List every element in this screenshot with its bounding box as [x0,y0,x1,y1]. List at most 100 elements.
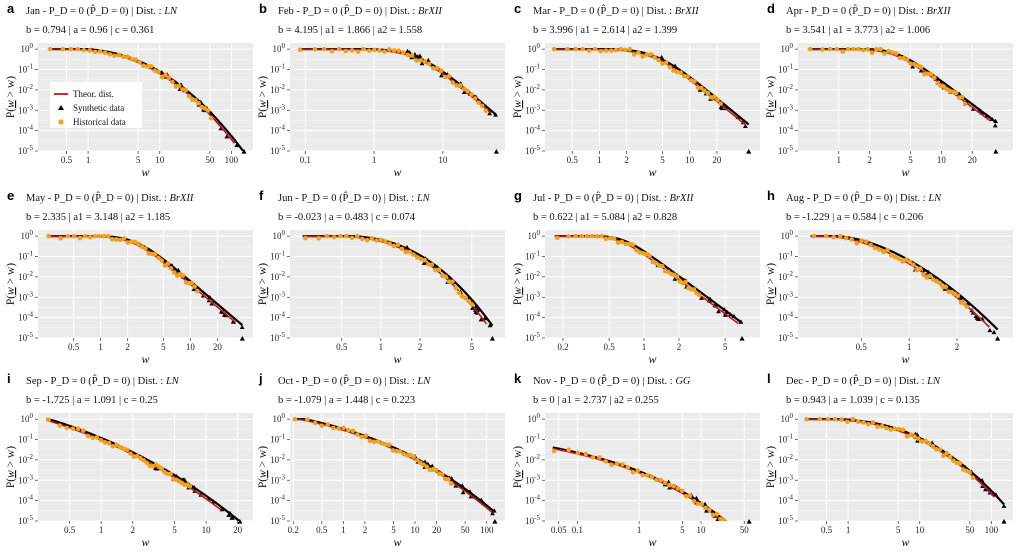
historical-point [479,103,485,109]
y-tick-label: 10-3 [778,103,793,115]
historical-point [303,235,308,241]
historical-point [565,46,570,52]
historical-point [675,486,681,491]
y-tick-base: 10 [528,231,538,241]
historical-point [466,298,471,304]
historical-point [718,516,723,521]
historical-point [408,452,413,458]
historical-point [944,450,950,456]
historical-point [186,93,192,99]
y-tick-label: 10-3 [18,103,33,115]
y-tick-base: 10 [18,496,28,506]
panel-letter: g [514,188,522,203]
historical-point [401,451,406,457]
historical-point [46,417,51,423]
y-axis-label-var: w [765,470,777,478]
synthetic-point [459,483,465,488]
synthetic-point [979,477,985,483]
y-tick-base: 10 [270,475,280,485]
historical-point [433,267,438,273]
synthetic-tail-point [492,519,498,524]
param-text: b = 2.335 | a1 = 3.148 | a2 = 1.185 [26,212,170,223]
historical-point [395,242,401,247]
historical-point [910,262,916,267]
synthetic-point [207,294,213,300]
y-tick-exp: -3 [787,473,793,481]
y-tick-base: 10 [273,414,283,424]
historical-point [584,233,590,239]
historical-point [47,46,53,52]
historical-point [68,46,74,52]
x-tick-label: 100 [225,155,239,165]
historical-point [124,447,130,453]
historical-point [927,273,933,279]
historical-point [367,438,373,444]
plot-area [807,46,999,128]
historical-point [869,50,875,56]
historical-point [128,451,133,456]
y-tick-base: 10 [270,496,280,506]
y-axis-label-rest: > w) [765,76,777,101]
historical-point [916,436,921,441]
x-tick-label: 20 [712,155,722,165]
y-tick-base: 10 [270,105,280,115]
synthetic-point [727,312,733,317]
historical-point [170,79,175,85]
x-tick-label: 0.5 [603,342,615,352]
y-tick-exp: -5 [534,514,540,522]
historical-point [355,432,360,437]
synthetic-point [716,309,721,314]
y-tick-base: 10 [781,414,791,424]
plot-area [47,46,245,151]
pd-label: P_D = 0 (P̂_D = 0) | [812,374,899,387]
x-tick-label: 2 [363,525,368,535]
historical-point [886,48,891,54]
y-tick-label: 10-1 [18,63,33,75]
historical-point [851,46,856,52]
panel-header: Apr - P_D = 0 (P̂_D = 0) | Dist. : BrXII [786,4,951,17]
historical-point [193,98,198,103]
synthetic-point [910,64,916,69]
y-tick-base: 10 [781,231,791,241]
x-tick-label: 5 [723,342,728,352]
x-tick-label: 1 [846,525,851,535]
y-tick-exp: 0 [30,229,34,237]
synthetic-point [719,105,725,111]
historical-point [92,49,98,55]
x-tick-label: 0.5 [856,342,868,352]
y-tick-exp: -2 [279,270,285,278]
legend-triangle-swatch [58,105,64,110]
historical-point [168,471,173,477]
x-tick-label: 20 [213,342,223,352]
y-tick-base: 10 [21,44,31,54]
pd-label: P_D = 0 (P̂_D = 0) | [51,374,138,387]
x-tick-label: 50 [461,525,471,535]
historical-point [454,83,459,88]
x-tick-label: 1 [907,342,912,352]
synthetic-point [672,276,678,281]
x-tick-label: 10 [937,155,947,165]
synthetic-point [159,70,165,75]
historical-point [843,235,849,241]
synthetic-tail-point [493,149,500,154]
y-axis-label-rest: > w) [5,263,17,288]
plot-area [554,233,744,325]
y-axis-label-open: P( [765,478,777,488]
historical-point [970,475,976,481]
historical-point [594,234,600,239]
historical-point [908,432,914,437]
historical-point [957,460,963,466]
historical-point [325,422,331,427]
historical-point [901,55,906,61]
y-tick-base: 10 [18,85,28,95]
y-axis-label: P(w > w) [5,446,17,488]
synthetic-point [921,267,927,272]
historical-point [390,448,396,453]
y-tick-label: 10-3 [18,290,33,302]
historical-point [551,46,557,52]
y-tick-label: 10-5 [778,514,793,526]
synthetic-point [699,295,704,300]
historical-point [921,272,926,277]
synthetic-point [707,296,713,301]
y-tick-base: 10 [270,65,280,75]
